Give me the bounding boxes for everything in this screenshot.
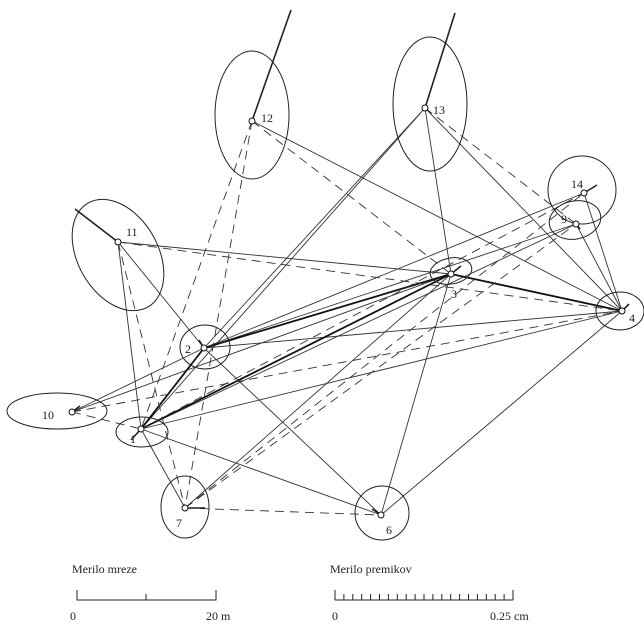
point-marker-4 [618, 307, 626, 315]
point-marker-9 [572, 220, 580, 228]
observation-line-1-9 [140, 223, 577, 430]
point-label-9: 9 [561, 212, 567, 226]
displacement-vector-11 [74, 208, 119, 243]
observation-line-2-13 [203, 107, 426, 349]
network-scale: Merilo mreze 0 20 m [70, 562, 231, 623]
observation-line-6-4 [380, 310, 623, 516]
displacement-scale-start: 0 [332, 609, 338, 623]
point-marker-14 [580, 189, 588, 197]
displacement-vectors [71, 9, 630, 516]
point-label-7: 7 [176, 516, 182, 530]
displacement-scale-title: Merilo premikov [330, 562, 412, 576]
point-label-10: 10 [42, 408, 54, 422]
observation-line-10-3 [71, 273, 452, 413]
observation-line-3-6 [380, 273, 452, 516]
observation-line-1-7 [140, 428, 186, 509]
point-marker-3 [447, 270, 455, 278]
displacement-scale-end: 0.25 cm [490, 609, 529, 623]
point-marker-12 [248, 117, 256, 125]
observation-line-bold-1-2 [140, 347, 205, 430]
displacement-vector-13 [424, 12, 456, 109]
error-ellipse-9 [548, 200, 602, 240]
point-marker-10 [68, 408, 76, 416]
observation-line-dashed-12-7 [184, 120, 253, 509]
point-marker-7 [181, 504, 189, 512]
observation-line-2-9 [203, 223, 577, 349]
point-label-4: 4 [629, 311, 635, 325]
observation-line-2-4 [203, 310, 623, 349]
point-label-11: 11 [126, 225, 138, 239]
network-scale-bar [76, 590, 217, 601]
point-label-1: 1 [130, 432, 136, 446]
displacement-scale-bar [334, 590, 514, 601]
observation-line-13-4 [424, 107, 623, 312]
observation-line-dashed-10-1 [71, 411, 142, 430]
error-ellipse-12 [214, 50, 290, 180]
displacement-scale: Merilo premikov 0 0.25 cm [330, 562, 529, 623]
observation-line-1-13 [140, 107, 426, 430]
error-ellipse-10 [6, 392, 108, 430]
point-marker-6 [377, 511, 385, 519]
observation-line-3-7 [184, 273, 452, 509]
observation-line-2-14 [203, 192, 585, 349]
observation-line-dashed-7-9 [184, 223, 577, 509]
observation-line-1-4 [140, 310, 623, 430]
observation-line-10-2 [71, 347, 205, 413]
observation-line-dashed-11-7 [117, 241, 186, 509]
displacement-vector-12 [251, 9, 292, 122]
point-marker-13 [421, 104, 429, 112]
observation-line-9-4 [575, 223, 623, 312]
observation-line-dashed-13-9 [424, 107, 577, 225]
observation-line-dashed-11-4 [117, 241, 623, 312]
observation-line-bold-2-3 [203, 273, 452, 349]
error-ellipse-11 [71, 198, 165, 312]
observation-line-14-4 [583, 192, 623, 312]
error-ellipse-3 [429, 257, 473, 285]
point-marker-2 [200, 344, 208, 352]
error-ellipse-1 [115, 416, 169, 448]
observation-line-dashed-1-14 [140, 192, 585, 430]
network-points [68, 104, 626, 519]
point-label-14: 14 [571, 177, 583, 191]
point-marker-1 [137, 425, 145, 433]
observation-line-11-2 [117, 241, 205, 349]
observation-line-bold-1-3 [140, 273, 452, 430]
observation-line-13-3 [424, 107, 452, 275]
error-ellipses [6, 36, 644, 541]
network-scale-title: Merilo mreze [72, 562, 137, 576]
error-ellipse-14 [547, 155, 617, 225]
error-ellipse-2 [179, 324, 231, 370]
observation-line-dashed-12-1 [140, 120, 253, 430]
observation-line-12-4 [251, 120, 623, 312]
observation-line-11-3 [117, 241, 452, 275]
network-scale-end: 20 m [206, 609, 231, 623]
point-label-12: 12 [261, 111, 273, 125]
observation-lines [71, 107, 623, 516]
error-ellipse-13 [392, 36, 468, 172]
observation-line-11-1 [117, 241, 142, 430]
error-ellipse-7 [160, 475, 210, 539]
observation-line-dashed-7-6 [184, 507, 382, 516]
observation-line-2-6 [203, 347, 382, 516]
point-label-6: 6 [386, 523, 392, 537]
point-label-2: 2 [185, 342, 191, 356]
point-marker-11 [114, 238, 122, 246]
error-ellipse-4 [595, 291, 644, 331]
observation-line-bold-3-4 [450, 273, 623, 312]
observation-line-dashed-10-4 [71, 310, 623, 413]
point-label-3: 3 [451, 287, 457, 301]
observation-line-dashed-12-3 [251, 120, 452, 275]
observation-line-dashed-7-14 [184, 192, 585, 509]
observation-line-1-6 [140, 428, 382, 516]
point-label-13: 13 [433, 103, 445, 117]
error-ellipse-6 [354, 485, 410, 541]
network-scale-start: 0 [70, 609, 76, 623]
